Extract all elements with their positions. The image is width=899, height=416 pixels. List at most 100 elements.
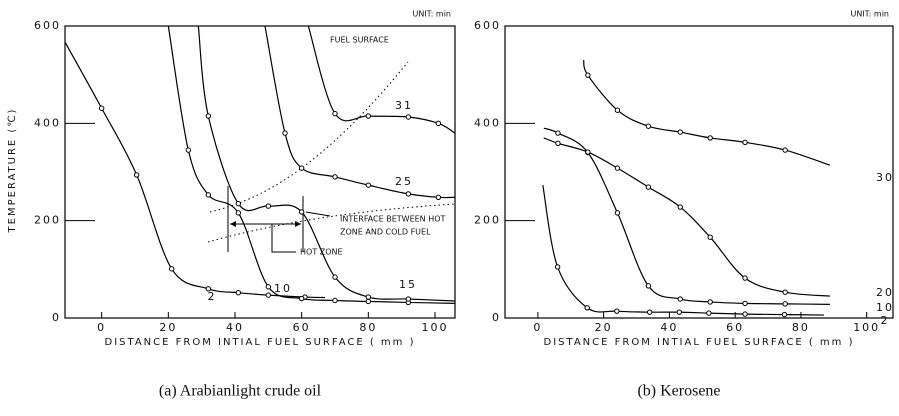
x-axis-title: DISTANCE FROM INTIAL FUEL SURFACE ( mm ) xyxy=(544,337,855,348)
x-tick-label: 0 xyxy=(97,321,106,334)
x-tick-label: 40 xyxy=(660,321,678,334)
data-point xyxy=(235,200,242,207)
x-tick-label: 100 xyxy=(422,321,449,334)
caption: (a) Arabianlight crude oil xyxy=(159,383,322,400)
curve xyxy=(543,137,830,297)
data-point xyxy=(614,308,620,314)
data-point xyxy=(781,311,788,318)
data-point xyxy=(205,286,212,292)
data-point xyxy=(584,305,590,311)
data-point xyxy=(365,294,372,300)
x-tick-label: 0 xyxy=(533,321,542,334)
data-point xyxy=(677,129,683,135)
data-point xyxy=(332,274,338,280)
data-point xyxy=(265,292,272,298)
data-point xyxy=(585,72,591,78)
curve xyxy=(582,59,831,166)
series-label: 30 xyxy=(876,171,894,184)
curve xyxy=(264,25,456,199)
data-point xyxy=(706,310,712,316)
y-axis-title: TEMPERATURE (℃) xyxy=(7,108,18,234)
data-point xyxy=(133,172,140,178)
y-tick-label: 200 xyxy=(474,214,501,227)
data-point xyxy=(614,107,621,113)
data-point xyxy=(782,301,788,307)
data-point xyxy=(614,165,621,171)
curve xyxy=(543,127,830,305)
data-point xyxy=(235,210,242,216)
annotation: FUEL SURFACE xyxy=(330,36,389,45)
data-point xyxy=(677,296,683,302)
data-point xyxy=(185,147,192,153)
data-point xyxy=(646,309,653,315)
data-point xyxy=(405,296,412,302)
data-point xyxy=(365,182,372,188)
data-point xyxy=(205,192,212,198)
data-point xyxy=(435,120,442,127)
data-point xyxy=(707,234,713,240)
series-label: 2 xyxy=(881,314,890,327)
unit-label: UNIT: min xyxy=(850,10,889,19)
annotation: HOT ZONE xyxy=(300,248,343,257)
data-point xyxy=(742,139,748,146)
plot-frame xyxy=(504,25,894,319)
caption: (b) Kerosene xyxy=(637,383,720,400)
curve xyxy=(542,185,824,316)
data-point xyxy=(742,311,748,317)
x-tick-label: 60 xyxy=(726,321,744,334)
x-tick-label: 100 xyxy=(853,321,880,334)
data-point xyxy=(365,298,372,305)
y-tick-label: 200 xyxy=(34,214,61,227)
series-label: 2 xyxy=(208,290,217,303)
data-point xyxy=(742,300,748,307)
data-point xyxy=(365,113,372,119)
annotation: ZONE AND COLD FUEL xyxy=(340,228,431,237)
data-point xyxy=(235,289,242,296)
data-point xyxy=(707,299,713,305)
data-point xyxy=(405,191,412,197)
data-point xyxy=(782,147,788,153)
data-point xyxy=(298,165,305,171)
x-axis-title: DISTANCE FROM INTIAL FUEL SURFACE ( mm ) xyxy=(105,337,416,348)
data-point xyxy=(168,266,175,272)
x-tick-label: 40 xyxy=(226,321,244,334)
data-point xyxy=(205,113,212,119)
y-tick-label: 400 xyxy=(34,116,61,129)
data-point xyxy=(555,130,561,136)
data-point xyxy=(265,284,272,290)
data-point xyxy=(645,184,652,190)
unit-label: UNIT: min xyxy=(412,10,451,19)
data-point xyxy=(677,204,683,210)
x-tick-label: 20 xyxy=(159,321,177,334)
plot-frame xyxy=(64,25,456,319)
curve xyxy=(64,41,326,299)
series-label: 15 xyxy=(399,278,417,291)
curve xyxy=(167,25,456,304)
interface-leader xyxy=(305,211,331,217)
data-point xyxy=(585,149,591,155)
data-point xyxy=(554,264,561,270)
data-point xyxy=(645,123,652,129)
data-point xyxy=(435,194,442,201)
annotation: INTERFACE BETWEEN HOT xyxy=(340,215,446,224)
data-point xyxy=(332,174,338,180)
fuel-surface-line xyxy=(209,61,409,213)
x-tick-label: 80 xyxy=(359,321,377,334)
interface-line xyxy=(207,203,456,243)
y-tick-label: 0 xyxy=(492,311,501,324)
series-label: 20 xyxy=(876,286,894,299)
y-tick-label: 600 xyxy=(474,19,501,32)
y-tick-label: 600 xyxy=(34,19,61,32)
x-tick-label: 60 xyxy=(293,321,311,334)
series-label: 25 xyxy=(395,175,413,188)
data-point xyxy=(298,295,305,302)
series-label: 10 xyxy=(876,301,894,314)
data-point xyxy=(645,283,652,289)
data-point xyxy=(265,203,272,209)
data-point xyxy=(676,309,682,315)
data-point xyxy=(555,140,561,146)
data-point xyxy=(98,105,105,111)
data-point xyxy=(614,210,621,216)
data-point xyxy=(782,289,788,295)
